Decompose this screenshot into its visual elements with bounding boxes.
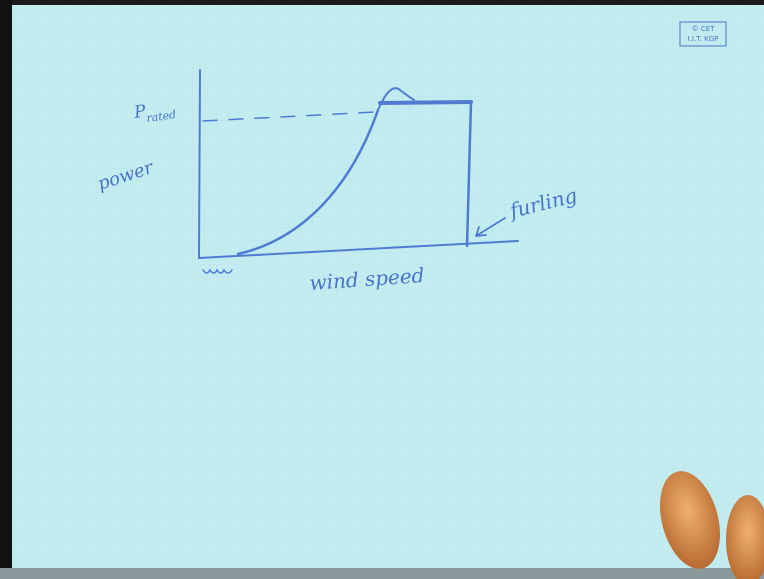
y-axis: [199, 70, 200, 258]
logo-line: I.I.T. KGP: [688, 35, 719, 43]
logo-line: © CET: [692, 25, 716, 33]
page: © CET I.I.T. KGP P rated power wind spee…: [0, 0, 764, 579]
rated-line: [380, 102, 471, 103]
left-edge: [0, 0, 12, 579]
photo: © CET I.I.T. KGP P rated power wind spee…: [0, 0, 764, 579]
bottom-edge: [0, 568, 764, 579]
